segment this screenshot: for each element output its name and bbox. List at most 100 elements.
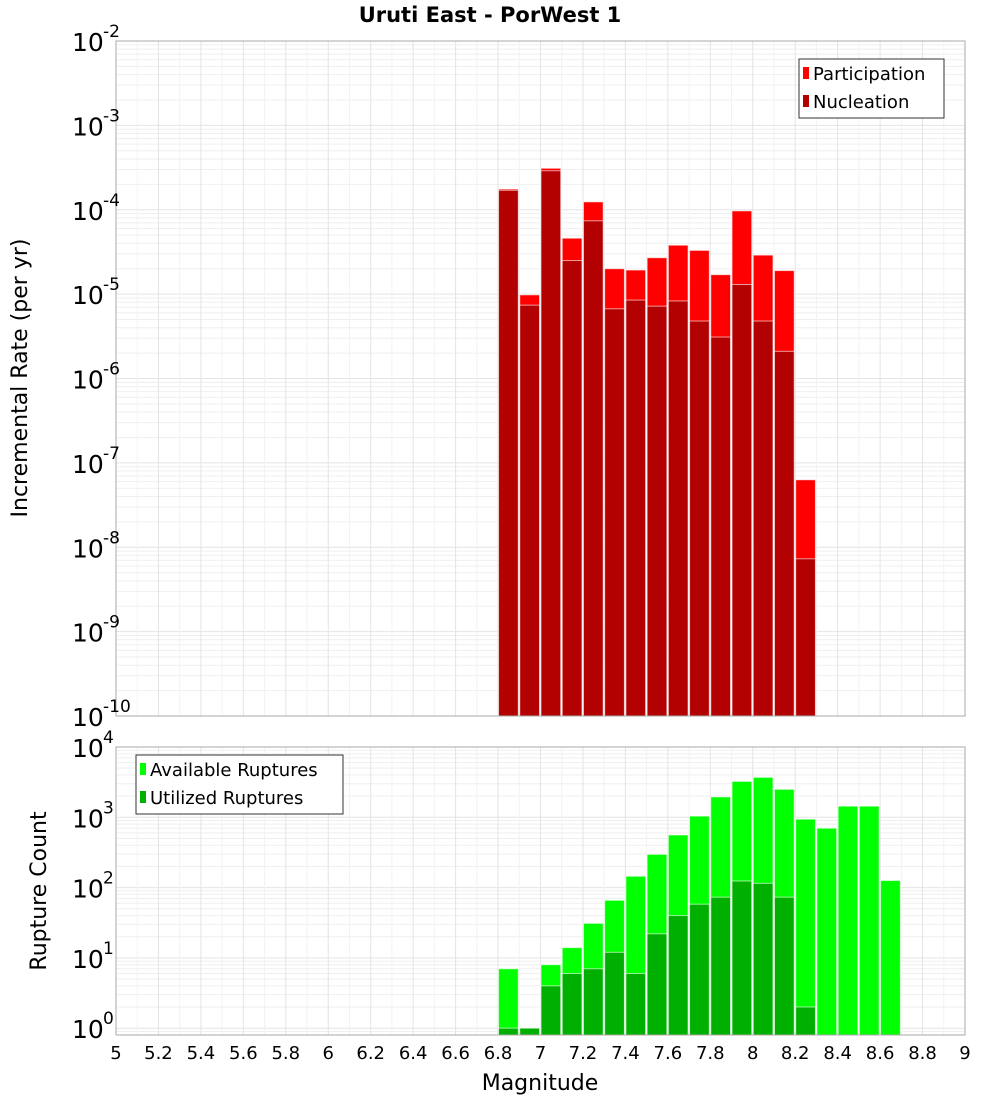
top-y-tick-label: 10 (72, 197, 104, 226)
top-bar-nucleation (561, 260, 583, 717)
top-legend-swatch (803, 67, 809, 79)
x-tick-label: 5.2 (144, 1043, 173, 1064)
bottom-bar-utilized-ruptures (561, 972, 583, 1036)
x-tick-label: 7.8 (696, 1043, 725, 1064)
top-bar-nucleation (604, 308, 625, 717)
top-y-tick-exponent: -6 (103, 360, 120, 380)
bottom-bar-utilized-ruptures (604, 951, 625, 1036)
bottom-bar-utilized-ruptures (752, 882, 774, 1036)
bottom-legend (135, 754, 344, 815)
x-tick-label: 6.8 (484, 1043, 513, 1064)
x-tick-label: 6.2 (356, 1043, 385, 1064)
top-bar-nucleation (646, 305, 668, 717)
bottom-bar-utilized-ruptures (689, 903, 710, 1036)
x-axis-label: Magnitude (482, 1071, 599, 1096)
bottom-y-tick-label: 10 (72, 945, 104, 974)
top-y-tick-label: 10 (72, 112, 104, 141)
bottom-legend-label: Available Ruptures (150, 760, 318, 781)
x-tick-label: 8.2 (781, 1043, 810, 1064)
top-y-tick-exponent: -2 (103, 22, 120, 42)
bottom-bar-utilized-ruptures (731, 880, 753, 1036)
top-y-tick-label: 10 (72, 366, 104, 395)
x-tick-label: 8.8 (908, 1043, 937, 1064)
bottom-y-tick-exponent: 4 (103, 728, 114, 748)
bottom-y-tick-exponent: 2 (103, 869, 114, 889)
x-tick-label: 7.4 (611, 1043, 640, 1064)
x-tick-label: 7 (535, 1043, 546, 1064)
bottom-y-tick-exponent: 1 (103, 939, 114, 959)
top-y-tick-label: 10 (72, 281, 104, 310)
top-bar-nucleation (582, 220, 604, 717)
top-legend-label: Nucleation (813, 92, 909, 113)
x-tick-label: 8.6 (866, 1043, 895, 1064)
bottom-bar-utilized-ruptures (625, 972, 647, 1036)
top-bar-nucleation (667, 300, 689, 717)
top-bar-nucleation (689, 320, 710, 717)
top-y-tick-exponent: -9 (103, 613, 120, 633)
top-y-tick-label: 10 (72, 534, 104, 563)
bottom-bar-available-ruptures (880, 880, 901, 1036)
top-y-tick-exponent: -10 (103, 697, 131, 717)
bottom-bar-utilized-ruptures (795, 1006, 816, 1036)
x-tick-label: 5.8 (271, 1043, 300, 1064)
bottom-bar-available-ruptures (795, 818, 816, 1036)
top-bar-nucleation (540, 170, 562, 717)
top-bar-nucleation (773, 350, 795, 717)
bottom-bar-utilized-ruptures (519, 1027, 541, 1036)
bottom-bar-utilized-ruptures (540, 985, 562, 1036)
chart-title: Uruti East - PorWest 1 (359, 3, 622, 27)
top-legend-label: Participation (813, 64, 925, 85)
bottom-bar-utilized-ruptures (667, 915, 689, 1036)
x-tick-label: 9 (959, 1043, 970, 1064)
bottom-y-tick-label: 10 (72, 875, 104, 904)
top-y-tick-label: 10 (72, 619, 104, 648)
bottom-y-tick-label: 10 (72, 1015, 104, 1044)
bottom-bar-available-ruptures (816, 827, 838, 1036)
top-bar-nucleation (731, 284, 753, 717)
bottom-bar-utilized-ruptures (773, 896, 795, 1036)
bottom-y-tick-label: 10 (72, 804, 104, 833)
top-legend-swatch (803, 95, 809, 107)
top-bar-nucleation (498, 189, 519, 717)
top-legend (798, 58, 945, 119)
top-plot-border (115, 40, 966, 717)
x-tick-label: 5.4 (187, 1043, 216, 1064)
bottom-legend-swatch (140, 791, 146, 803)
top-y-tick-label: 10 (72, 450, 104, 479)
top-y-tick-exponent: -8 (103, 528, 120, 548)
top-y-tick-exponent: -7 (103, 444, 120, 464)
top-bar-nucleation (519, 304, 541, 717)
bottom-bar-available-ruptures (858, 805, 880, 1036)
x-tick-label: 6.4 (399, 1043, 428, 1064)
bottom-legend-label: Utilized Ruptures (150, 788, 303, 809)
x-tick-label: 8 (747, 1043, 758, 1064)
x-tick-label: 7.2 (569, 1043, 598, 1064)
bottom-legend-swatch (140, 763, 146, 775)
x-tick-label: 6.6 (441, 1043, 470, 1064)
x-tick-label: 7.6 (654, 1043, 683, 1064)
top-y-tick-exponent: -3 (103, 106, 120, 126)
bottom-plot-border (115, 746, 966, 1036)
bottom-y-tick-label: 10 (72, 734, 104, 763)
x-tick-label: 8.4 (823, 1043, 852, 1064)
bottom-y-axis-label: Rupture Count (27, 811, 52, 971)
top-bar-nucleation (752, 320, 774, 717)
bottom-y-tick-exponent: 3 (103, 798, 114, 818)
bottom-bar-available-ruptures (837, 805, 859, 1036)
bottom-y-tick-exponent: 0 (103, 1009, 114, 1029)
x-tick-label: 5.6 (229, 1043, 258, 1064)
top-bar-nucleation (710, 336, 732, 717)
x-tick-label: 5 (110, 1043, 121, 1064)
bottom-bar-utilized-ruptures (498, 1027, 519, 1036)
top-y-tick-label: 10 (72, 28, 104, 57)
x-tick-label: 6 (323, 1043, 334, 1064)
bottom-bar-utilized-ruptures (710, 896, 732, 1036)
top-y-tick-exponent: -4 (103, 191, 120, 211)
top-y-axis-label: Incremental Rate (per yr) (8, 239, 33, 518)
top-y-tick-exponent: -5 (103, 275, 120, 295)
bottom-bar-utilized-ruptures (646, 933, 668, 1036)
bottom-bar-available-ruptures (498, 968, 519, 1036)
top-bar-nucleation (625, 299, 647, 717)
top-bar-nucleation (795, 558, 816, 717)
